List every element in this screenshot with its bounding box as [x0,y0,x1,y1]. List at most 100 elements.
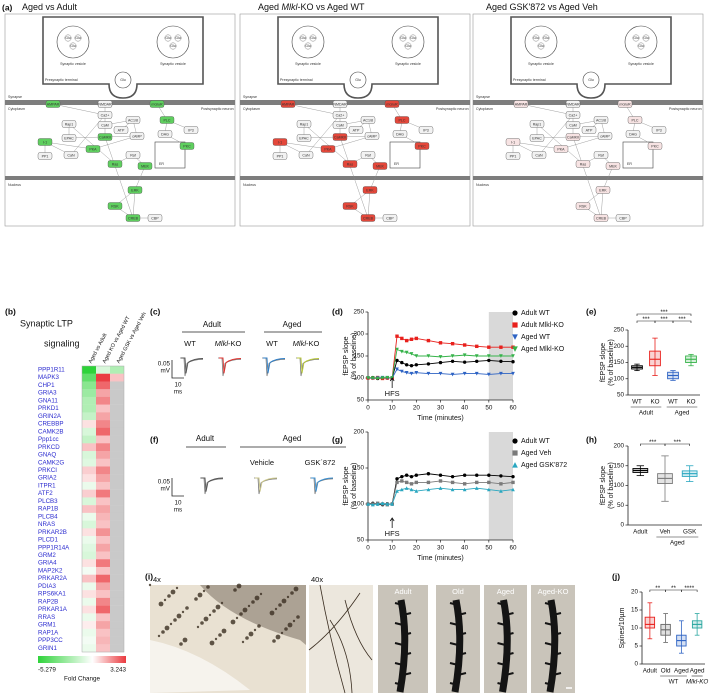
trace [262,357,286,377]
heatmap-cell [82,443,96,452]
magnification: 4x [153,575,161,584]
point [414,363,419,367]
point [475,359,479,363]
point [409,352,414,356]
trace-label-part: Mlkl [215,339,229,348]
heatmap-cell [82,481,96,490]
node-label: Ras [112,162,119,166]
point [409,487,414,492]
heatmap-cell [82,412,96,421]
x-tick-label: 40 [461,545,469,552]
glu [399,34,407,42]
edge [279,141,329,150]
heatmap-cell [96,458,110,467]
spine [497,662,506,666]
node-label: Glu [410,36,416,40]
node-label: CaN [302,153,310,157]
significance-bracket [681,589,698,592]
y-axis-title: (% of baseline) [351,333,358,380]
node-label: AC1/8 [596,118,606,122]
node-label: DAG [629,132,637,136]
gene-label: RRAS [38,614,55,621]
node-label: IP3 [656,128,661,132]
point [409,337,414,341]
point [404,371,409,375]
node [593,151,609,159]
spine [544,642,554,646]
node-label: cAMP [600,134,610,138]
edge [132,189,136,219]
x-tick-label: KO [650,399,659,406]
trace-label-part: WT [266,339,278,348]
heatmap-cell [82,458,96,467]
x-tick-label: 60 [509,405,517,412]
vesicle [56,25,90,59]
panel-title-part: Aged [258,2,282,12]
heatmap-cell [96,373,110,382]
cell [197,592,203,598]
x-tick-label: 30 [437,405,445,412]
neurite [329,619,353,694]
group-label: Mlkl-KO [686,679,708,686]
heatmap-cell [110,574,124,583]
y-axis-title: fEPSP slope [600,466,607,505]
heatmap-cell [82,605,96,614]
gene-label: RAP1A [38,629,59,636]
node-label: Ca2+ [101,113,110,117]
node [372,162,388,170]
glu [174,34,182,42]
label: Synaptic vesicle [160,62,186,66]
point [499,359,503,363]
gene-label: CHP1 [38,382,55,389]
y-axis-title: fEPSP slope [600,343,607,382]
node [565,100,581,108]
heatmap-cell [82,497,96,506]
scale-label: 10 [174,500,182,507]
node [332,111,348,119]
point [370,502,375,507]
heatmap-cell [110,605,124,614]
gene-label: GRIA3 [38,390,57,397]
trace [255,477,278,492]
node [360,214,376,222]
node-label: NMDAR [98,102,112,106]
heatmap-cell [82,474,96,483]
glu [164,34,172,42]
heatmap-cell [82,466,96,475]
spine [552,652,562,656]
gene-label: GNAQ [38,452,56,459]
y-tick-label: 100 [613,482,624,489]
node [147,214,163,222]
x-tick-label: GSK [683,529,697,536]
node [384,100,400,108]
node [382,214,398,222]
y-tick-label: 50 [617,392,625,399]
node [414,142,430,150]
heatmap-cell [82,574,96,583]
heatmap-cell [82,644,96,653]
node-label: CREB [128,216,139,220]
point [395,358,399,363]
heatmap-cell [96,443,110,452]
y-tick-label: 200 [353,429,364,436]
point [499,474,503,478]
significance: *** [678,316,686,323]
label: Synaptic vesicle [528,62,554,66]
cell [196,625,200,629]
heatmap-cell [110,597,124,606]
node-label: Glu [405,44,411,48]
point [414,480,419,485]
point [399,349,404,354]
node [107,202,123,210]
node [125,214,141,222]
y-tick-label: 150 [353,465,364,472]
x-tick-label: Aged [690,668,705,675]
point [395,489,399,493]
cell [278,603,282,607]
heatmap-cell [96,590,110,599]
cell [241,640,245,644]
node [575,202,591,210]
glu [304,42,312,50]
group-label: Aged [283,320,302,329]
node [647,142,663,150]
